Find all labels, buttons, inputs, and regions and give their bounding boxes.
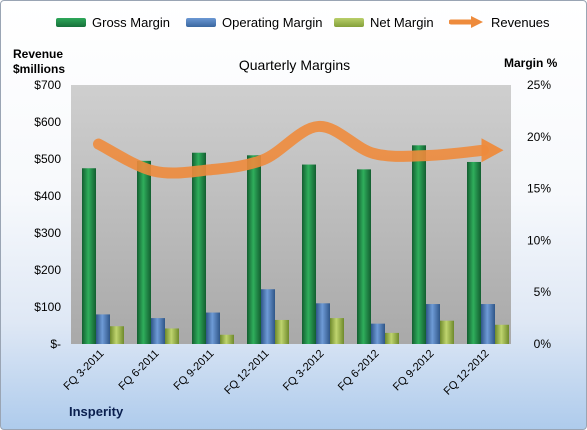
legend-item-net-margin: Net Margin bbox=[334, 12, 434, 32]
left-axis-title: Revenue $millions bbox=[13, 47, 66, 76]
category-label: FQ 3-2012 bbox=[281, 348, 327, 394]
bar-operating-margin bbox=[96, 314, 110, 344]
right-tick-label: 0% bbox=[534, 337, 552, 351]
bar-operating-margin bbox=[206, 312, 220, 344]
bar-operating-margin bbox=[481, 304, 495, 344]
legend-label: Net Margin bbox=[370, 14, 434, 30]
left-tick-label: $400 bbox=[34, 189, 61, 203]
revenues-arrowhead bbox=[481, 138, 504, 163]
bar-net-margin bbox=[165, 328, 179, 344]
category-label: FQ 9-2011 bbox=[172, 348, 217, 393]
category-label: FQ 6-2012 bbox=[336, 348, 382, 394]
left-tick-label: $600 bbox=[34, 115, 61, 129]
category-label: FQ 3-2011 bbox=[62, 348, 107, 393]
bar-gross-margin bbox=[412, 145, 426, 344]
legend-label: Operating Margin bbox=[222, 14, 323, 30]
bar-gross-margin bbox=[82, 168, 96, 344]
category-label: FQ 12-2011 bbox=[222, 348, 271, 397]
right-tick-label: 5% bbox=[534, 285, 552, 299]
bar-gross-margin bbox=[137, 160, 151, 344]
bar-net-margin bbox=[220, 334, 234, 344]
right-tick-label: 20% bbox=[527, 130, 551, 144]
bar-net-margin bbox=[385, 332, 399, 344]
bar-operating-margin bbox=[261, 289, 275, 344]
legend-item-operating-margin: Operating Margin bbox=[186, 12, 322, 32]
legend-item-revenues: Revenues bbox=[449, 12, 550, 32]
legend-label: Gross Margin bbox=[92, 14, 171, 30]
bar-gross-margin bbox=[357, 169, 371, 344]
chart-title: Quarterly Margins bbox=[238, 57, 351, 73]
net-margin-swatch bbox=[334, 17, 364, 27]
category-label: FQ 9-2012 bbox=[391, 348, 437, 394]
left-tick-label: $500 bbox=[34, 152, 61, 166]
legend-item-gross-margin: Gross Margin bbox=[56, 12, 170, 32]
bar-net-margin bbox=[110, 326, 124, 344]
bar-net-margin bbox=[495, 324, 509, 344]
left-tick-label: $300 bbox=[34, 226, 61, 240]
legend: Gross Margin Operating Margin Net Margin… bbox=[1, 12, 586, 32]
left-tick-label: $100 bbox=[34, 300, 61, 314]
operating-margin-swatch bbox=[186, 17, 216, 27]
right-axis-title: Margin % bbox=[504, 56, 558, 70]
left-tick-label: $700 bbox=[34, 78, 61, 92]
right-tick-label: 15% bbox=[527, 182, 551, 196]
revenues-swatch bbox=[449, 16, 483, 28]
bar-gross-margin bbox=[302, 164, 316, 344]
right-tick-label: 25% bbox=[527, 78, 551, 92]
bar-net-margin bbox=[440, 320, 454, 344]
bar-operating-margin bbox=[316, 303, 330, 344]
footer-label: Insperity bbox=[69, 404, 124, 419]
left-tick-label: $- bbox=[50, 337, 61, 351]
bar-gross-margin bbox=[467, 161, 481, 344]
right-tick-label: 10% bbox=[527, 233, 551, 247]
category-label: FQ 6-2011 bbox=[117, 348, 162, 393]
category-label: FQ 12-2012 bbox=[442, 348, 492, 398]
bar-gross-margin bbox=[247, 155, 261, 344]
legend-label: Revenues bbox=[491, 14, 550, 30]
bar-operating-margin bbox=[371, 323, 385, 344]
bar-net-margin bbox=[275, 319, 289, 344]
revenues-line bbox=[93, 120, 489, 179]
bar-operating-margin bbox=[151, 318, 165, 344]
left-tick-label: $200 bbox=[34, 263, 61, 277]
bar-operating-margin bbox=[426, 304, 440, 344]
bar-gross-margin bbox=[192, 152, 206, 344]
gross-margin-swatch bbox=[56, 17, 86, 27]
bar-net-margin bbox=[330, 318, 344, 344]
